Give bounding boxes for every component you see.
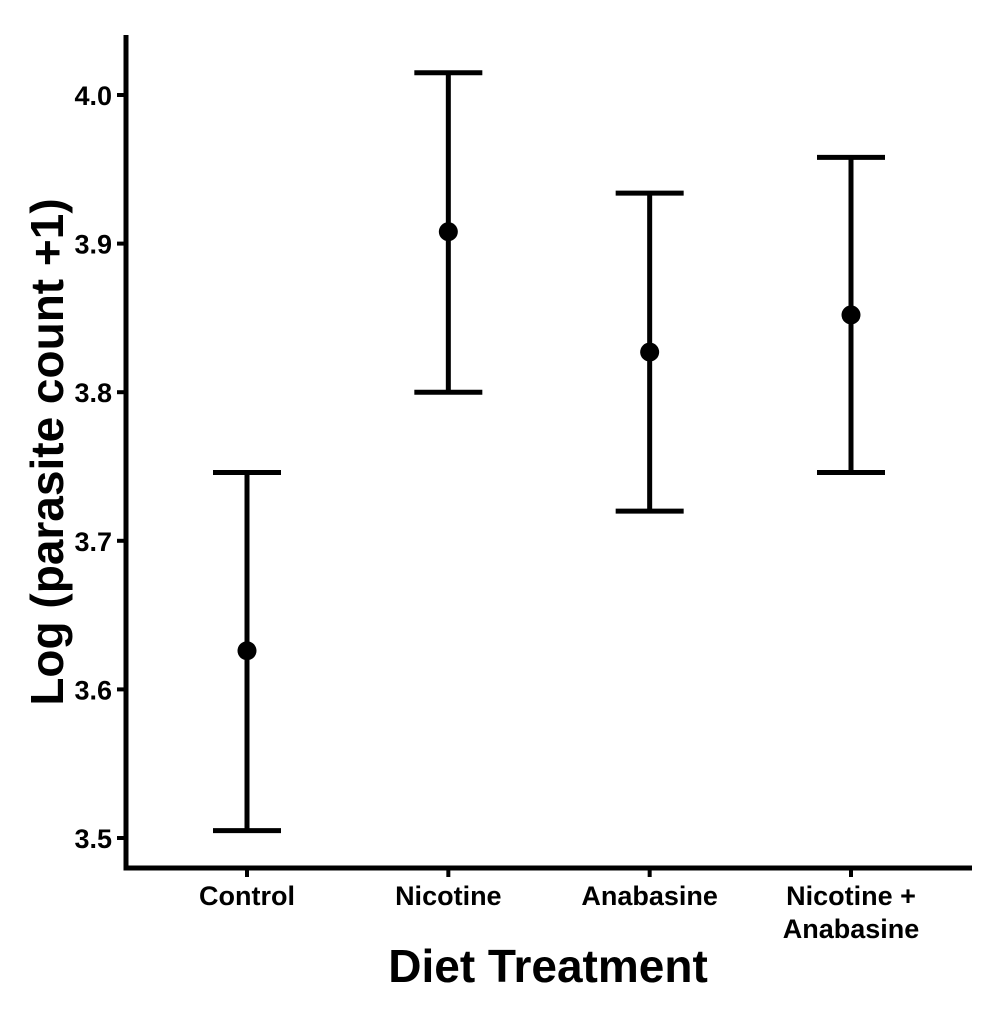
mean-point [640, 342, 660, 362]
mean-point [841, 305, 861, 325]
x-tick-label: Control [199, 881, 295, 911]
x-tick-label: Anabasine [581, 881, 718, 911]
mean-point [237, 641, 257, 661]
y-axis-ticks: 3.5 3.6 3.7 3.8 3.9 4.0 [74, 81, 126, 854]
x-axis-title: Diet Treatment [388, 940, 708, 992]
x-tick-label: Nicotine [395, 881, 502, 911]
y-axis-title: Log (parasite count +1) [21, 198, 73, 705]
y-tick-label: 4.0 [74, 81, 112, 111]
x-axis-ticks: Control Nicotine Anabasine Nicotine + Anabas… [199, 868, 919, 944]
y-tick-label: 3.9 [74, 230, 112, 260]
y-tick-label: 3.7 [74, 527, 112, 557]
y-tick-label: 3.8 [74, 378, 112, 408]
mean-point [438, 222, 458, 242]
plot-area [213, 70, 885, 834]
x-tick-label: Nicotine + Anabasine [783, 881, 920, 944]
y-tick-label: 3.6 [74, 675, 112, 705]
y-tick-label: 3.5 [74, 824, 112, 854]
